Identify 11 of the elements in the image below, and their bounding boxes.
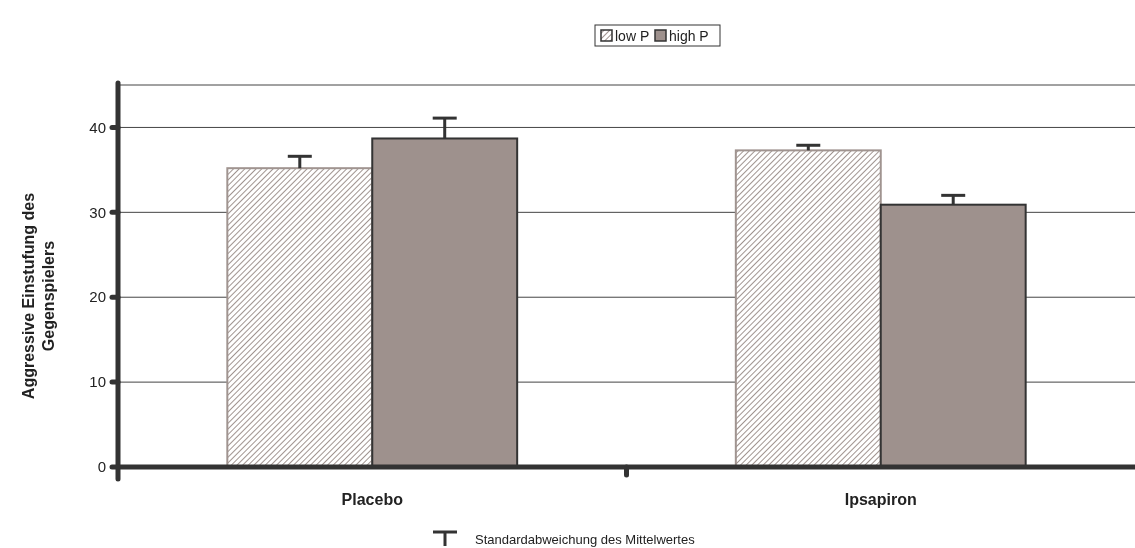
x-tick-label: Ipsapiron [844, 491, 917, 508]
y-tick-label: 10 [89, 373, 106, 391]
legend-label: low P [615, 27, 650, 44]
text: Standardabweichung des Mittelwertes [475, 532, 696, 547]
y-tick-label: 30 [89, 203, 106, 221]
legend-label: high P [669, 27, 709, 44]
y-tick-label: 40 [89, 118, 106, 136]
y-tick-label: 20 [89, 288, 106, 306]
x-tick-label: Placebo [341, 491, 404, 508]
y-axis-title: Aggressive Einstufung des Gegenspielers [20, 192, 57, 400]
y-tick-label: 0 [97, 458, 106, 476]
